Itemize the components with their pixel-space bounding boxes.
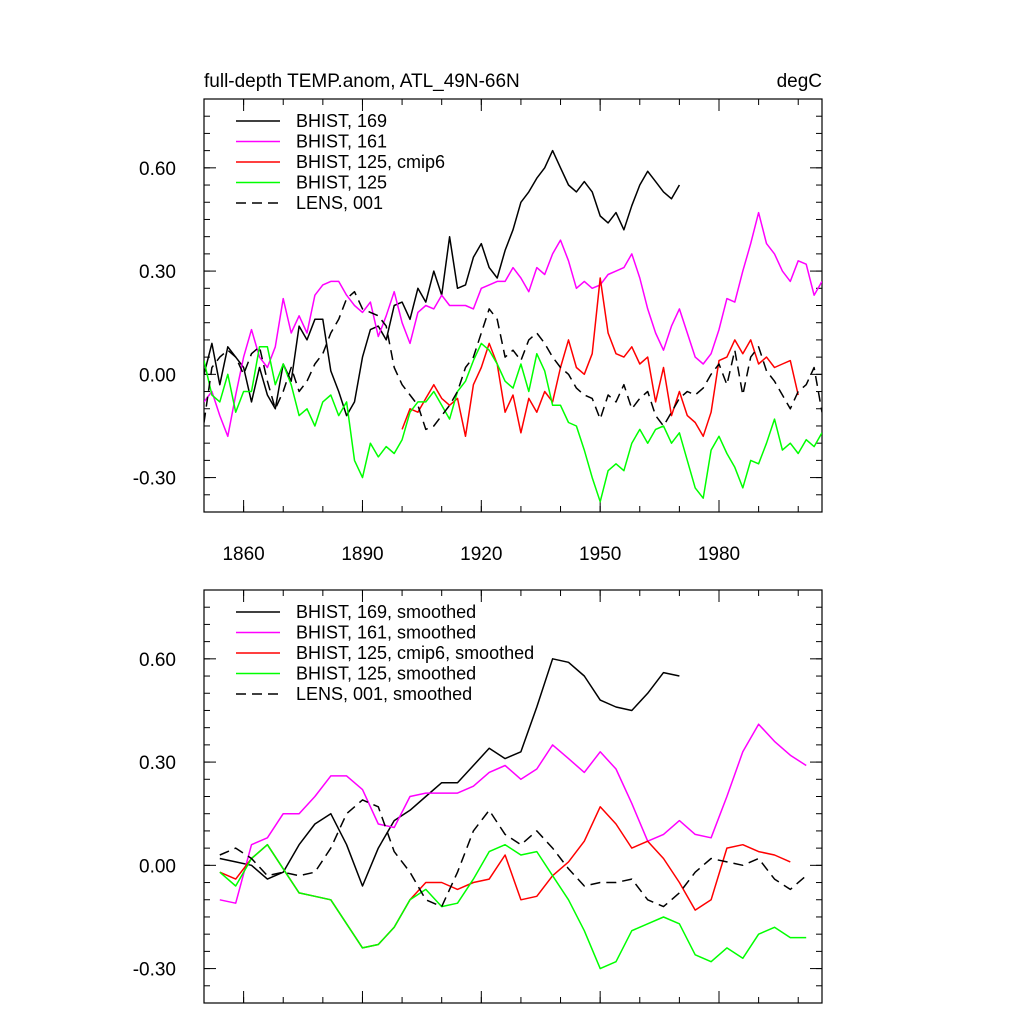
legend-label: BHIST, 169, smoothed: [296, 602, 476, 622]
legend-label: LENS, 001, smoothed: [296, 684, 472, 704]
y-tick-label: 0.00: [139, 856, 176, 877]
chart-panel-1: -0.30 0.00 0.30 0.60 1860 1890 1920 1950 1980 ful…: [133, 71, 823, 565]
series-line: [204, 342, 822, 503]
y-tick-label: 0.00: [139, 365, 176, 386]
series-line: [204, 211, 822, 438]
y-tick-label: 0.60: [139, 159, 176, 180]
series-group: [219, 658, 807, 970]
x-tick-label: 1950: [579, 544, 621, 565]
series-line: [219, 723, 807, 904]
y-tick-label: -0.30: [133, 960, 176, 981]
series-group: [204, 149, 822, 503]
series-line: [204, 149, 681, 417]
series-line: [401, 277, 799, 438]
legend-label: BHIST, 161: [296, 132, 387, 152]
legend-label: BHIST, 125, cmip6, smoothed: [296, 643, 534, 663]
chart-units: degC: [777, 71, 822, 92]
series-line: [219, 806, 791, 949]
legend-label: BHIST, 161, smoothed: [296, 623, 476, 643]
chart-title: full-depth TEMP.anom, ATL_49N-66N: [204, 71, 520, 92]
x-tick-label: 1980: [698, 544, 740, 565]
y-tick-label: 0.30: [139, 753, 176, 774]
legend-label: BHIST, 125: [296, 173, 387, 193]
x-tick-label: 1860: [222, 544, 264, 565]
y-tick-label: 0.30: [139, 262, 176, 283]
x-tick-label: 1890: [341, 544, 383, 565]
legend-label: BHIST, 125, cmip6: [296, 152, 445, 172]
legend-label: BHIST, 125, smoothed: [296, 664, 476, 684]
x-tick-label: 1920: [460, 544, 502, 565]
series-line: [204, 290, 822, 431]
series-line: [219, 843, 807, 970]
legend-label: LENS, 001: [296, 193, 383, 213]
y-tick-label: 0.60: [139, 650, 176, 671]
series-line: [219, 658, 680, 887]
series-line: [219, 799, 807, 908]
legend-label: BHIST, 169: [296, 111, 387, 131]
y-tick-label: -0.30: [133, 469, 176, 490]
